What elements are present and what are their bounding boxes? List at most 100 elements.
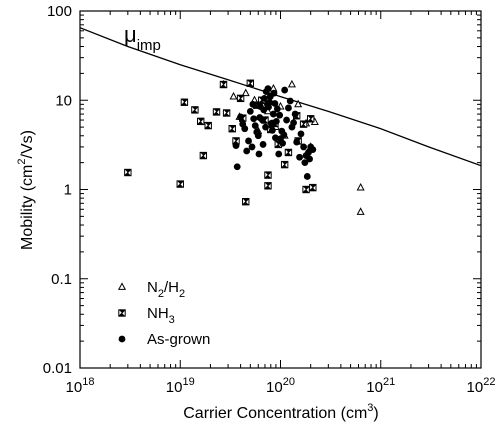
nh3-point xyxy=(306,115,315,123)
x-tick-base: 10 xyxy=(66,379,83,396)
as-grown-point xyxy=(262,123,269,131)
as-grown-point xyxy=(243,147,251,155)
y-axis-label-end: /Vs) xyxy=(19,130,36,158)
as-grown-point xyxy=(273,105,281,113)
x-tick-exponent: 22 xyxy=(483,376,495,388)
as-grown-point xyxy=(301,159,309,167)
nh3-point xyxy=(176,180,184,188)
as-grown-point xyxy=(260,94,268,102)
x-tick-exponent: 20 xyxy=(283,376,295,388)
nh3-point xyxy=(180,98,189,106)
n2-h2-point xyxy=(294,99,303,108)
mu-symbol: μ xyxy=(124,22,137,47)
n2-h2-point xyxy=(229,91,238,100)
y-axis-label: Mobility (cm2/Vs) xyxy=(16,130,36,250)
legend-label: N2/H2 xyxy=(147,279,185,300)
as-grown-point xyxy=(251,122,259,129)
x-tick-base: 10 xyxy=(366,379,383,396)
n2-h2-point xyxy=(356,182,365,191)
nh3-point xyxy=(302,185,310,194)
plot-frame xyxy=(79,10,482,369)
as-grown-point xyxy=(297,130,305,138)
legend-label: NH3 xyxy=(147,305,175,326)
nh3-point xyxy=(197,117,205,126)
nh3-point xyxy=(284,148,293,157)
as-grown-point xyxy=(259,141,267,148)
nh3-point xyxy=(264,182,272,190)
x-tick-label: 1021 xyxy=(366,376,395,396)
as-grown-point xyxy=(237,113,245,121)
x-tick-exponent: 18 xyxy=(82,376,94,388)
as-grown-point xyxy=(255,150,263,158)
nh3-point xyxy=(228,124,236,133)
legend-n2-h2: N2/H2 xyxy=(117,279,185,300)
n2-h2-point xyxy=(356,207,365,215)
mu-imp-subscript: imp xyxy=(137,37,161,54)
as-grown-point xyxy=(233,163,241,171)
as-grown-point xyxy=(285,104,292,112)
as-grown-point xyxy=(281,86,289,94)
as-grown-point xyxy=(283,116,290,124)
as-grown-point xyxy=(307,143,315,151)
nh3-point xyxy=(246,79,255,87)
x-axis-label-end: ) xyxy=(373,405,378,422)
nh3-point xyxy=(199,151,208,160)
x-tick-base: 10 xyxy=(266,379,283,396)
as-grown-point xyxy=(296,153,303,161)
x-tick-label: 1022 xyxy=(467,376,496,396)
nh3-point xyxy=(264,171,272,179)
nh3-point xyxy=(242,197,250,206)
n2-h2-point xyxy=(287,79,296,88)
x-axis-label-text: Carrier Concentration (cm xyxy=(183,405,367,422)
nh3-point xyxy=(236,94,245,103)
y-axis-label-text: Mobility (cm xyxy=(19,165,36,250)
mu-imp-curve xyxy=(80,27,481,167)
x-tick-exponent: 21 xyxy=(383,376,395,388)
as-grown-point xyxy=(272,117,280,125)
as-grown-point xyxy=(290,119,297,127)
as-grown-point xyxy=(303,173,311,180)
as-grown-point xyxy=(250,115,258,123)
triangle-legend-marker xyxy=(117,282,127,290)
nh3-point xyxy=(280,160,289,169)
mu-imp-annotation: μimp xyxy=(124,22,161,54)
y-tick-label: 1 xyxy=(64,182,72,199)
as-grown-point xyxy=(248,143,256,151)
x-tick-label: 1018 xyxy=(66,376,95,396)
nh3-point xyxy=(219,80,228,89)
nh3-point xyxy=(212,108,221,116)
x-tick-label: 1019 xyxy=(166,376,195,396)
as-grown-point xyxy=(249,100,257,108)
as-grown-point xyxy=(286,97,294,105)
as-grown-point xyxy=(232,142,240,150)
as-grown-point xyxy=(276,111,284,119)
x-tick-base: 10 xyxy=(467,379,484,396)
as-grown-point xyxy=(264,85,272,93)
as-grown-point xyxy=(293,138,301,146)
x-tick-label: 1020 xyxy=(266,376,295,396)
as-grown-point xyxy=(246,108,254,115)
y-axis-label-sup: 2 xyxy=(16,158,28,164)
y-tick-label: 100 xyxy=(47,3,72,20)
as-grown-point xyxy=(270,89,278,97)
nh3-point xyxy=(222,109,231,117)
as-grown-point xyxy=(291,110,299,118)
x-tick-base: 10 xyxy=(166,379,183,396)
as-grown-point xyxy=(280,131,288,139)
nh3-point xyxy=(124,168,132,177)
legend-label: As-grown xyxy=(147,331,210,348)
as-grown-point xyxy=(275,150,283,158)
legend: N2/H2 NH3 As-grown xyxy=(117,279,210,348)
data-points xyxy=(124,79,365,215)
nh3-point xyxy=(299,120,308,128)
x-tick-exponent: 19 xyxy=(182,376,194,388)
as-grown-point xyxy=(270,110,277,118)
as-grown-point xyxy=(245,137,252,145)
legend-as-grown: As-grown xyxy=(118,331,210,348)
as-grown-point xyxy=(306,155,313,163)
circle-legend-marker xyxy=(118,335,126,343)
y-tick-label: 0.1 xyxy=(51,271,72,288)
as-grown-point xyxy=(272,134,279,142)
